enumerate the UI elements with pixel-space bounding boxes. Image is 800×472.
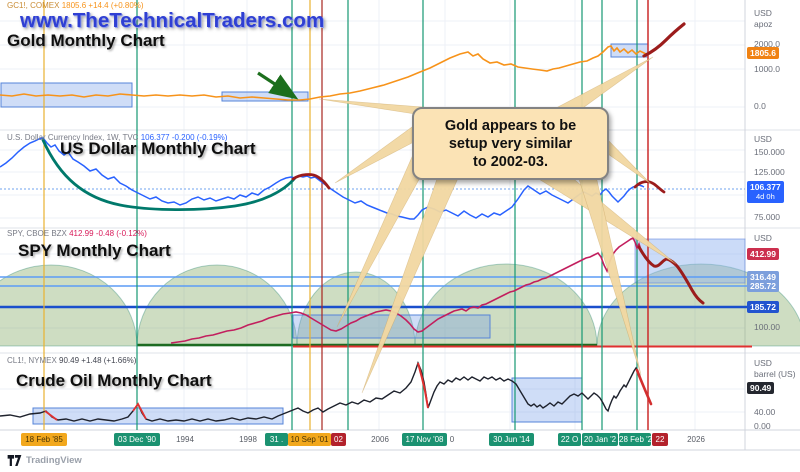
gold-change: +14.4 (+0.80%) [88, 1, 144, 10]
callout-line-1: Gold appears to be [444, 117, 577, 134]
gold-annotation-arrow[interactable] [257, 71, 299, 100]
gold-last: 1805.6 [61, 1, 87, 10]
time-badge-2002: 02 [331, 433, 346, 446]
time-badge-1985: 18 Feb '85 [21, 433, 67, 446]
dollar-symbol: U.S. Dollar Currency Index, 1W, TVC [7, 133, 139, 142]
crude-price-badge: 90.49 [747, 382, 775, 394]
spy-title: SPY Monthly Chart [18, 241, 171, 260]
watermark: www.TheTechnicalTraders.com [20, 9, 325, 32]
time-badge-2022: 28 Feb '22 [619, 433, 651, 446]
crude-title: Crude Oil Monthly Chart [16, 371, 212, 390]
dollar-tick-125: 125.000 [754, 167, 785, 177]
gold-setup-callout[interactable]: Gold appears to be setup very similar to… [412, 107, 609, 180]
crude-tick-0: 0.00 [754, 421, 771, 431]
tradingview-logo-icon [7, 455, 22, 466]
time-badge-2014: 30 Jun '14 [489, 433, 534, 446]
callout-line-3: to 2002-03. [473, 153, 548, 170]
time-label-1998: 1998 [239, 435, 257, 444]
spy-last: 412.99 [69, 229, 94, 238]
tradingview-logo-link[interactable]: TradingView [7, 455, 82, 466]
callout-line-2: setup very similar [448, 135, 573, 152]
crude-symbol: CL1!, NYMEX [7, 356, 57, 365]
time-badge-2001: 10 Sep '01 [288, 433, 331, 446]
time-badge-2020: 20 Jan '2 [582, 433, 618, 446]
crude-projection [635, 368, 653, 406]
time-label-2006: 2006 [371, 435, 389, 444]
event-vlines[interactable] [43, 0, 649, 430]
gold-projection [642, 22, 686, 58]
time-label-2026: 2026 [687, 435, 705, 444]
dollar-legend[interactable]: U.S. Dollar Currency Index, 1W, TVC 106.… [7, 133, 227, 142]
dollar-axis-unit: USD [754, 134, 772, 144]
dollar-top-arc-2002 [291, 173, 331, 190]
time-label-1994: 1994 [176, 435, 194, 444]
gold-axis-unit2: apoz [754, 19, 773, 29]
crude-legend[interactable]: CL1!, NYMEX 90.49 +1.48 (+1.66%) [7, 356, 136, 365]
spy-legend[interactable]: SPY, CBOE BZX 412.99 -0.48 (-0.12%) [7, 229, 147, 238]
spy-levels[interactable] [0, 276, 752, 348]
dollar-tick-150: 150.000 [754, 147, 785, 157]
gold-symbol: GC1!, COMEX [7, 1, 60, 10]
dollar-tick-75: 75.000 [754, 212, 780, 222]
dollar-cup-curve [41, 138, 297, 212]
dollar-projection [633, 180, 666, 194]
time-label-2010: 0 [449, 435, 455, 444]
dollar-change: -0.200 (-0.19%) [171, 133, 228, 142]
panel-separators [0, 0, 800, 451]
spy-change: -0.48 (-0.12%) [95, 229, 147, 238]
gold-series [0, 22, 686, 101]
time-badge-1990: 03 Dec '90 [114, 433, 160, 446]
spy-axis-unit: USD [754, 233, 772, 243]
gold-tick-0: 0.0 [754, 101, 766, 111]
spy-level-185: 185.72 [747, 301, 779, 313]
tradingview-logo-text: TradingView [26, 455, 82, 466]
time-badge-2000: 31 . [265, 433, 288, 446]
crude-axis-unit2: barrel (US) [754, 369, 796, 379]
gold-tick-2000: 2000.0 [754, 39, 780, 49]
crude-series [0, 361, 653, 422]
time-badge-may22: 22 [652, 433, 668, 446]
time-badge-2008: 17 Nov '08 [402, 433, 447, 446]
gold-legend[interactable]: GC1!, COMEX 1805.6 +14.4 (+0.80%) [7, 1, 144, 10]
gold-price-badge: 1805.6 [747, 47, 779, 59]
crude-tick-40: 40.00 [754, 407, 776, 417]
callout-rays [318, 56, 677, 394]
spy-symbol: SPY, CBOE BZX [7, 229, 67, 238]
crude-last: 90.49 [59, 356, 80, 365]
spy-level-285: 285.72 [747, 280, 779, 292]
dollar-countdown: 4d 0h [755, 192, 775, 201]
dollar-price-badge: 106.377 4d 0h [747, 181, 784, 203]
gold-axis-unit: USD [754, 8, 772, 18]
gold-title: Gold Monthly Chart [7, 31, 165, 50]
gold-tick-1000: 1000.0 [754, 64, 780, 74]
crude-axis-unit: USD [754, 358, 772, 368]
dollar-title: US Dollar Monthly Chart [60, 139, 256, 158]
time-badge-2018: 22 O [558, 433, 581, 446]
spy-tick-100: 100.00 [754, 322, 780, 332]
crude-change: +1.48 (+1.66%) [81, 356, 137, 365]
spy-price-badge: 412.99 [747, 248, 779, 260]
dollar-last: 106.377 [140, 133, 170, 142]
